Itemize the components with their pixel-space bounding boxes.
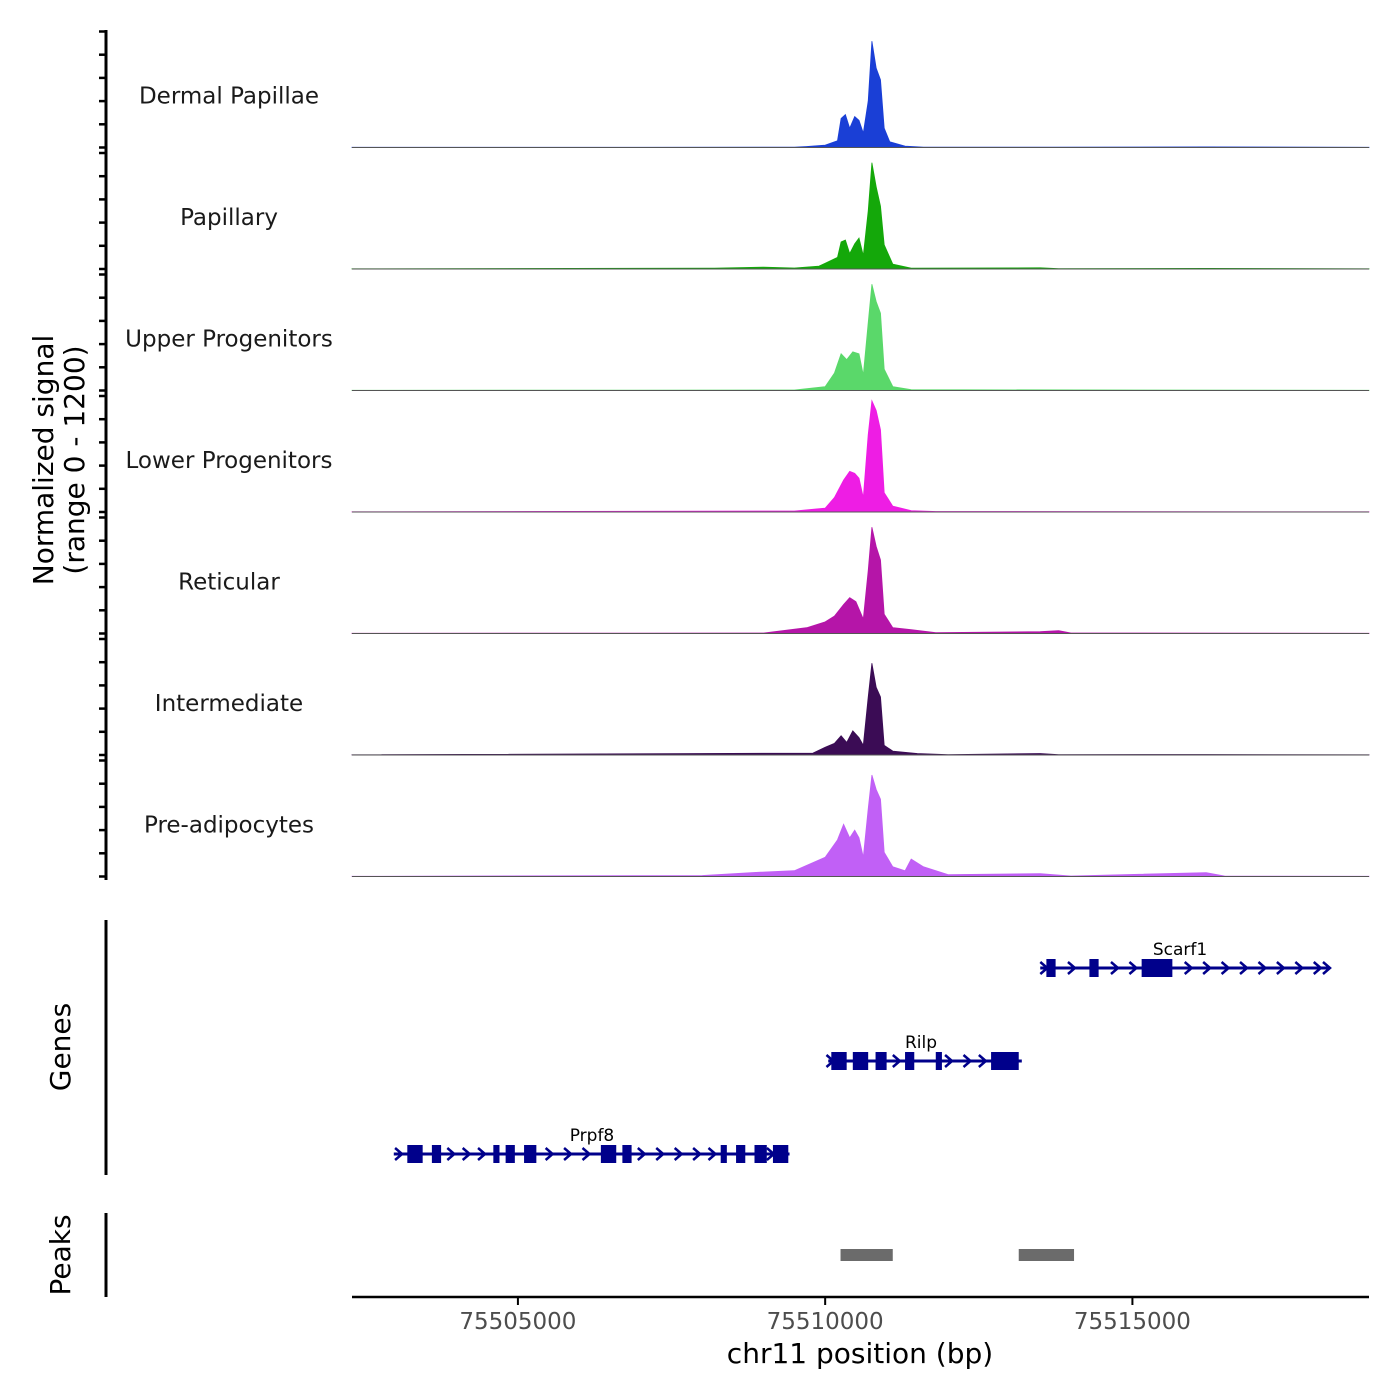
strand-arrow bbox=[692, 1147, 703, 1161]
track-label-papillary: Papillary bbox=[180, 205, 278, 231]
strand-arrow bbox=[1257, 961, 1268, 975]
track-papillary: Papillary bbox=[180, 162, 1370, 270]
x-axis-title: chr11 position (bp) bbox=[727, 1337, 993, 1370]
signal-area-pre-adipocytes bbox=[351, 774, 1370, 877]
strand-arrow bbox=[1183, 961, 1194, 975]
y-axis-ticks bbox=[99, 30, 106, 878]
strand-arrow bbox=[962, 1054, 973, 1068]
signal-area-intermediate bbox=[351, 663, 1370, 756]
exon-block bbox=[905, 1052, 915, 1070]
strand-arrow bbox=[1220, 961, 1231, 975]
gene-label-prpf8: Prpf8 bbox=[570, 1126, 615, 1146]
exon-block bbox=[505, 1145, 515, 1163]
coverage-tracks: Dermal Papillae Papillary Upper Progenitor… bbox=[125, 41, 1370, 877]
strand-arrow bbox=[1294, 961, 1305, 975]
strand-arrow bbox=[1239, 961, 1249, 975]
strand-arrow bbox=[673, 1147, 684, 1161]
strand-arrow bbox=[446, 1147, 457, 1161]
exon-block bbox=[875, 1052, 887, 1070]
strand-arrow bbox=[1276, 961, 1286, 975]
signal-area-upper-progenitors bbox=[351, 284, 1370, 391]
gene-label-scarf1: Scarf1 bbox=[1153, 940, 1207, 960]
peaks-track-title: Peaks bbox=[44, 1214, 77, 1295]
strand-arrow bbox=[944, 1054, 954, 1068]
exon-block bbox=[852, 1052, 869, 1070]
strand-arrow bbox=[544, 1147, 555, 1161]
track-label-upper-progenitors: Upper Progenitors bbox=[125, 327, 333, 353]
x-axis-ticks: 75505000 75510000 75515000 bbox=[459, 1297, 1191, 1335]
genes-track-title: Genes bbox=[44, 1003, 77, 1091]
exon-block bbox=[431, 1145, 442, 1163]
peaks-track bbox=[840, 1249, 1075, 1261]
exon-block bbox=[407, 1145, 423, 1163]
strand-arrow bbox=[581, 1147, 592, 1161]
exon-block bbox=[736, 1145, 746, 1163]
signal-area-reticular bbox=[351, 527, 1370, 634]
strand-arrow bbox=[892, 1054, 902, 1068]
strand-arrow bbox=[1128, 961, 1139, 975]
strand-arrow bbox=[1312, 961, 1323, 975]
strand-arrow bbox=[1322, 961, 1332, 975]
exon-block bbox=[600, 1145, 617, 1163]
strand-arrow bbox=[1067, 961, 1077, 975]
gene-label-rilp: Rilp bbox=[905, 1033, 937, 1053]
strand-arrow bbox=[655, 1147, 666, 1161]
y-axis-title-range: (range 0 - 1200) bbox=[58, 345, 91, 574]
strand-arrow bbox=[1110, 961, 1120, 975]
signal-area-papillary bbox=[351, 162, 1370, 270]
strand-arrow bbox=[1202, 961, 1213, 975]
exon-block bbox=[772, 1145, 789, 1163]
track-label-intermediate: Intermediate bbox=[155, 691, 303, 717]
gene-scarf1: Scarf1 bbox=[1039, 940, 1332, 977]
strand-arrow bbox=[637, 1147, 647, 1161]
exon-block bbox=[720, 1145, 727, 1163]
track-pre-adipocytes: Pre-adipocytes bbox=[144, 774, 1370, 877]
track-label-reticular: Reticular bbox=[178, 570, 280, 596]
track-reticular: Reticular bbox=[178, 527, 1370, 634]
track-label-lower-progenitors: Lower Progenitors bbox=[126, 448, 333, 474]
track-upper-progenitors: Upper Progenitors bbox=[125, 284, 1370, 391]
exon-block bbox=[524, 1145, 537, 1163]
strand-arrow bbox=[978, 1054, 988, 1068]
track-label-dermal-papillae: Dermal Papillae bbox=[139, 84, 319, 110]
strand-arrow bbox=[461, 1147, 472, 1161]
track-lower-progenitors: Lower Progenitors bbox=[126, 399, 1370, 513]
signal-area-dermal-papillae bbox=[351, 41, 1370, 148]
exon-block bbox=[622, 1145, 632, 1163]
peak-region bbox=[840, 1249, 893, 1261]
strand-arrow bbox=[563, 1147, 573, 1161]
track-intermediate: Intermediate bbox=[155, 663, 1370, 756]
signal-area-lower-progenitors bbox=[351, 399, 1370, 513]
strand-arrow bbox=[707, 1147, 718, 1161]
x-tick-label: 75510000 bbox=[767, 1309, 884, 1335]
exon-block bbox=[1089, 959, 1099, 977]
gene-prpf8: Prpf8 bbox=[393, 1126, 790, 1163]
exon-block bbox=[935, 1052, 942, 1070]
exon-block bbox=[1046, 959, 1056, 977]
track-label-pre-adipocytes: Pre-adipocytes bbox=[144, 813, 314, 839]
exon-block bbox=[991, 1052, 1019, 1070]
exon-block bbox=[831, 1052, 847, 1070]
exon-block bbox=[1141, 959, 1173, 977]
exon-block bbox=[493, 1145, 500, 1163]
strand-arrow bbox=[394, 1147, 405, 1161]
peak-region bbox=[1018, 1249, 1075, 1261]
genes-track: Scarf1 Rilp Prpf8 bbox=[393, 940, 1332, 1163]
y-axis-title: Normalized signal bbox=[27, 335, 60, 586]
x-tick-label: 75515000 bbox=[1074, 1309, 1191, 1335]
track-dermal-papillae: Dermal Papillae bbox=[139, 41, 1370, 148]
gene-rilp: Rilp bbox=[825, 1033, 1022, 1070]
strand-arrow bbox=[477, 1147, 487, 1161]
exon-block bbox=[754, 1145, 767, 1163]
x-tick-label: 75505000 bbox=[459, 1309, 576, 1335]
